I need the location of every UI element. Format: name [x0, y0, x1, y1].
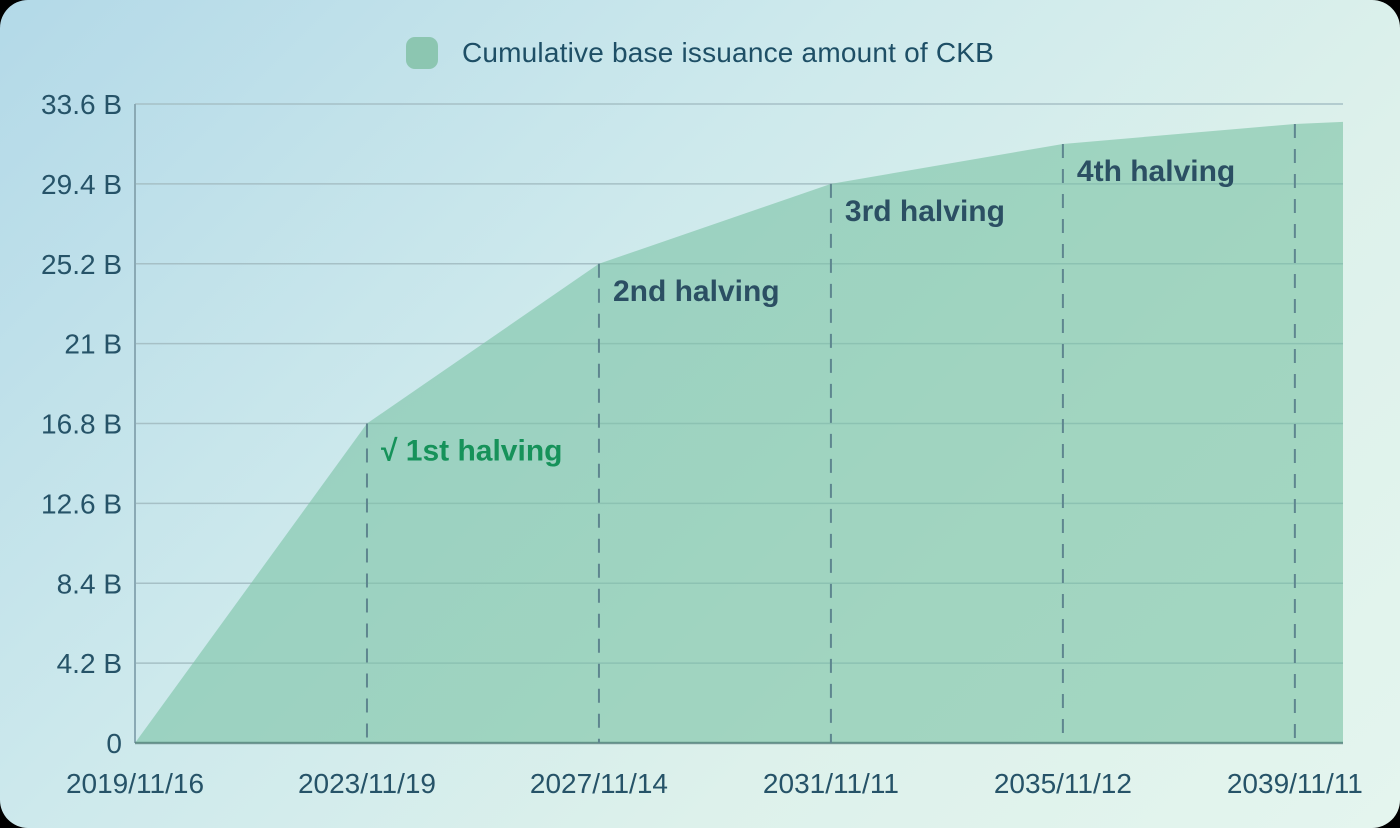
y-tick-label: 29.4 B: [41, 169, 122, 200]
y-tick-label: 8.4 B: [57, 568, 122, 599]
x-tick-label: 2031/11/11: [763, 768, 899, 799]
x-tick-label: 2019/11/16: [66, 768, 204, 799]
y-tick-label: 25.2 B: [41, 249, 122, 280]
y-tick-label: 16.8 B: [41, 409, 122, 440]
x-tick-label: 2023/11/19: [298, 768, 436, 799]
y-tick-label: 12.6 B: [41, 488, 122, 519]
halving-annotation: 2nd halving: [613, 275, 780, 308]
y-tick-label: 33.6 B: [41, 89, 122, 120]
legend-label: Cumulative base issuance amount of CKB: [461, 37, 995, 68]
x-tick-label: 2027/11/14: [530, 768, 668, 799]
x-tick-label: 2035/11/12: [994, 768, 1132, 799]
chart-legend[interactable]: Cumulative base issuance amount of CKB: [0, 34, 1400, 72]
halving-annotation: 4th halving: [1077, 155, 1235, 188]
halving-annotation: 3rd halving: [845, 195, 1005, 228]
y-tick-label: 4.2 B: [57, 648, 122, 679]
y-tick-label: 21 B: [64, 329, 122, 360]
legend-swatch-icon: [405, 37, 438, 69]
issuance-area: [135, 121, 1343, 744]
y-tick-label: 0: [106, 728, 122, 759]
halving-annotation-done: √ 1st halving: [381, 435, 563, 468]
x-tick-label: 2039/11/11: [1227, 768, 1363, 799]
